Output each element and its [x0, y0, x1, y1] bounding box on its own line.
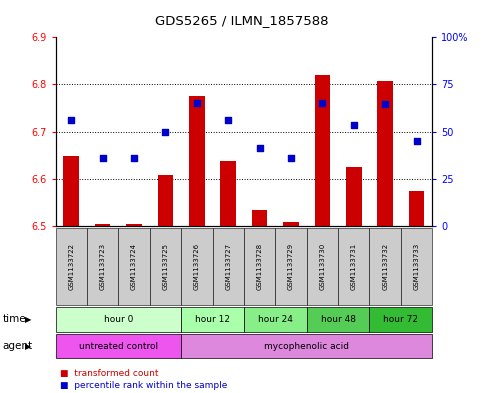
Bar: [220, 161, 236, 226]
Text: GSM1133730: GSM1133730: [319, 242, 326, 290]
Text: hour 48: hour 48: [321, 315, 355, 324]
Bar: [346, 167, 362, 226]
Point: [382, 101, 389, 107]
Text: ■  transformed count: ■ transformed count: [60, 369, 159, 378]
Bar: [126, 224, 142, 226]
Text: GSM1133725: GSM1133725: [162, 243, 169, 290]
Point: [130, 154, 138, 161]
Bar: [283, 222, 299, 226]
Point: [350, 121, 357, 128]
Bar: [314, 75, 330, 226]
Bar: [409, 191, 425, 226]
Point: [68, 117, 75, 123]
Bar: [189, 96, 205, 226]
Bar: [252, 210, 268, 226]
Text: GSM1133733: GSM1133733: [413, 242, 420, 290]
Text: ■  percentile rank within the sample: ■ percentile rank within the sample: [60, 382, 228, 390]
Text: hour 12: hour 12: [195, 315, 230, 324]
Point: [412, 138, 420, 144]
Text: GSM1133724: GSM1133724: [131, 243, 137, 290]
Text: ▶: ▶: [25, 315, 31, 324]
Bar: [95, 224, 111, 226]
Text: mycophenolic acid: mycophenolic acid: [264, 342, 349, 351]
Bar: [377, 81, 393, 226]
Text: hour 0: hour 0: [104, 315, 133, 324]
Text: untreated control: untreated control: [79, 342, 158, 351]
Bar: [157, 175, 173, 226]
Point: [256, 145, 264, 151]
Text: GSM1133731: GSM1133731: [351, 242, 357, 290]
Text: GSM1133732: GSM1133732: [382, 243, 388, 290]
Point: [193, 100, 201, 107]
Text: time: time: [2, 314, 26, 324]
Text: agent: agent: [2, 341, 32, 351]
Text: GSM1133722: GSM1133722: [68, 243, 74, 290]
Point: [224, 117, 232, 123]
Text: ▶: ▶: [25, 342, 31, 351]
Point: [319, 100, 327, 107]
Text: GSM1133727: GSM1133727: [225, 243, 231, 290]
Text: GSM1133728: GSM1133728: [256, 243, 263, 290]
Point: [161, 129, 170, 135]
Text: GSM1133726: GSM1133726: [194, 243, 200, 290]
Text: GDS5265 / ILMN_1857588: GDS5265 / ILMN_1857588: [155, 14, 328, 27]
Text: hour 72: hour 72: [384, 315, 418, 324]
Text: hour 24: hour 24: [258, 315, 293, 324]
Text: GSM1133723: GSM1133723: [99, 243, 106, 290]
Text: GSM1133729: GSM1133729: [288, 243, 294, 290]
Point: [287, 154, 295, 161]
Point: [99, 154, 107, 161]
Bar: [63, 156, 79, 226]
